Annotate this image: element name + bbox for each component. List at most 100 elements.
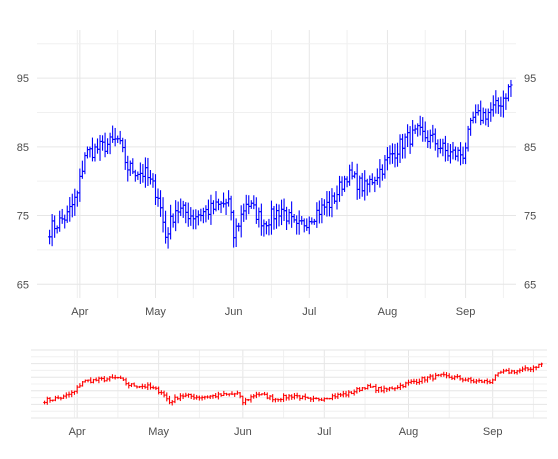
y-tick-label-right: 95 (524, 73, 536, 85)
ohlc-bar (446, 142, 450, 162)
ohlc-bar (265, 392, 269, 400)
ohlc-bar (439, 373, 443, 378)
ohlc-bar (108, 132, 112, 155)
ohlc-bar (347, 390, 351, 398)
ohlc-bar (196, 210, 200, 226)
ohlc-bar (103, 132, 107, 158)
x-tick-label: May (145, 306, 166, 318)
ohlc-bar (81, 381, 84, 387)
ohlc-bar (420, 376, 424, 384)
ohlc-bar (423, 376, 427, 383)
ohlc-bar (496, 372, 500, 377)
ohlc-bar (303, 393, 307, 401)
ohlc-bar (388, 145, 392, 165)
ohlc-bars (43, 362, 543, 406)
ohlc-bar (194, 209, 198, 230)
ohlc-bar (320, 397, 323, 401)
ohlc-bar (268, 395, 272, 401)
ohlc-bar (75, 385, 79, 394)
ohlc-bar (385, 146, 390, 171)
ohlc-bar (271, 394, 275, 403)
ohlc-bar (122, 377, 125, 382)
ohlc-bar (241, 395, 245, 406)
ohlc-bar (342, 175, 347, 192)
ohlc-bar (314, 397, 318, 400)
x-tick-label: Jul (317, 426, 331, 438)
ohlc-bar (382, 385, 386, 394)
ohlc-bar (143, 157, 148, 188)
ohlc-bar (401, 384, 405, 389)
ohlc-bar (399, 382, 402, 390)
ohlc-bar (262, 219, 266, 237)
ohlc-bar (132, 382, 136, 387)
ohlc-bar (287, 209, 291, 225)
ohlc-bar (501, 90, 505, 118)
ohlc-bar (184, 392, 188, 398)
ohlc-bar (469, 376, 473, 384)
ohlc-bar (504, 368, 508, 372)
ohlc-bar (537, 363, 541, 369)
ohlc-bar (279, 199, 284, 226)
panel-overview: Apr May Jun Jul Aug Sep (31, 349, 547, 438)
ohlc-bar (78, 383, 82, 388)
ohlc-bar (353, 171, 357, 179)
ohlc-bar (65, 205, 69, 223)
ohlc-bar (252, 195, 256, 210)
ohlc-bar (375, 168, 379, 185)
ohlc-bar (317, 397, 321, 402)
ohlc-bar (111, 374, 114, 379)
ohlc-bar (529, 366, 533, 373)
ohlc-bar (369, 383, 372, 388)
ohlc-bar (438, 138, 442, 154)
ohlc-bar (116, 376, 120, 379)
ohlc-bar (380, 164, 384, 181)
ohlc-bar (298, 394, 302, 401)
ohlc-bar (269, 200, 274, 235)
ohlc-bar (67, 391, 71, 398)
ohlc-bar (383, 154, 387, 179)
ohlc-bar (393, 143, 397, 168)
ohlc-bar (124, 377, 128, 386)
x-tick-label: May (148, 426, 169, 438)
ohlc-bar (73, 390, 76, 395)
ohlc-bar (393, 387, 397, 392)
ohlc-bar (179, 393, 182, 402)
ohlc-bar (59, 396, 63, 401)
ohlc-bar (371, 385, 375, 388)
y-tick-label-left: 65 (17, 279, 29, 291)
ohlc-bar (246, 398, 250, 402)
ohlc-bar (374, 383, 378, 394)
ohlc-bar (282, 198, 286, 222)
ohlc-bar (337, 175, 342, 202)
ohlc-bar (415, 378, 418, 385)
ohlc-bar (143, 384, 147, 389)
ohlc-bar (192, 393, 196, 400)
ohlc-bar (274, 203, 279, 229)
ohlc-bar (477, 378, 481, 383)
ohlc-bar (187, 393, 190, 398)
ohlc-bar (284, 394, 288, 401)
ohlc-bar (407, 379, 410, 386)
y-tick-label-right: 85 (524, 142, 536, 154)
ohlc-bar (244, 397, 247, 406)
ohlc-bar (307, 216, 311, 235)
x-tick-label: Aug (378, 306, 398, 318)
ohlc-bar (344, 390, 348, 398)
ohlc-bar (421, 117, 425, 142)
ohlc-bar (340, 176, 344, 197)
ohlc-bar (219, 393, 223, 397)
x-axis-ticks: Apr May Jun Jul Aug Sep (71, 306, 475, 318)
ohlc-bar (257, 207, 261, 228)
ohlc-bar (97, 376, 101, 384)
y-axis-ticks: 65 65 75 75 85 85 95 95 (17, 73, 537, 291)
ohlc-bar (208, 395, 212, 400)
ohlc-bar (186, 202, 190, 227)
ohlc-bar (426, 376, 429, 383)
x-tick-label: Sep (456, 306, 476, 318)
ohlc-bar (404, 381, 408, 388)
ohlc-bar (350, 391, 353, 395)
ohlc-bar (227, 393, 231, 397)
ohlc-bar (203, 395, 207, 400)
ohlc-bar (494, 374, 497, 381)
ohlc-bar (481, 107, 485, 124)
